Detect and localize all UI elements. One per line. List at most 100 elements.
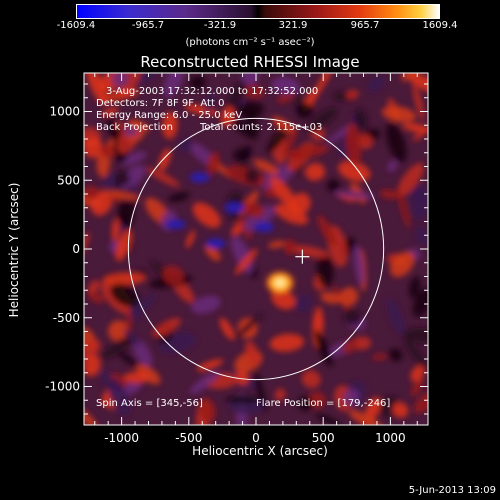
colorbar-tick: -965.7 <box>131 20 165 31</box>
texture-blob <box>207 151 220 175</box>
texture-blob <box>123 371 150 384</box>
texture-blob <box>103 272 146 285</box>
texture-blob <box>274 204 309 225</box>
texture-blob <box>253 159 279 175</box>
texture-blob <box>268 240 286 249</box>
texture-blob <box>297 396 313 411</box>
detectors-text: Detectors: 7F 8F 9F, Att 0 <box>96 98 225 109</box>
texture-blob <box>271 76 300 95</box>
texture-blob <box>162 111 178 140</box>
texture-blob <box>120 151 147 166</box>
texture-blob <box>381 106 417 123</box>
texture-blob <box>232 118 254 139</box>
peak-source <box>264 269 297 296</box>
texture-blob <box>86 73 108 106</box>
texture-blob <box>282 127 298 155</box>
texture-blob <box>387 160 398 172</box>
y-axis-label: Heliocentric Y (arcsec) <box>7 182 21 318</box>
texture-blob <box>246 108 259 140</box>
texture-blob <box>286 144 330 159</box>
texture-blob <box>108 320 128 341</box>
texture-blob <box>108 378 131 417</box>
texture-blob <box>205 90 214 116</box>
texture-blob <box>283 239 296 255</box>
texture-blob <box>397 162 424 197</box>
texture-blob <box>132 339 153 367</box>
y-tick-label: -500 <box>53 311 80 325</box>
texture-blob <box>191 295 221 314</box>
total-counts-text: Total counts: 2.115e+03 <box>200 122 323 133</box>
texture-blob <box>235 370 249 386</box>
texture-blob <box>345 123 362 167</box>
colorbar-tick: -321.9 <box>203 20 237 31</box>
texture-blob <box>414 226 428 245</box>
texture-blob <box>342 389 360 405</box>
colorbar-unit: (photons cm⁻² s⁻¹ asec⁻²) <box>185 37 315 48</box>
texture-blob <box>184 104 218 116</box>
texture-blob <box>84 405 98 425</box>
texture-blob <box>314 329 333 367</box>
negative-minimum <box>254 222 275 232</box>
texture-blob <box>162 265 184 286</box>
texture-blob <box>274 388 286 401</box>
texture-blob <box>118 191 135 230</box>
method-text: Back Projection <box>96 122 173 133</box>
texture-blob <box>409 276 421 299</box>
texture-blob <box>397 187 410 229</box>
texture-blob <box>339 287 359 307</box>
texture-blob <box>269 333 305 352</box>
texture-blob <box>152 317 181 337</box>
texture-blob <box>128 119 150 132</box>
texture-blob <box>115 171 130 186</box>
texture-blob <box>316 252 334 288</box>
texture-blob <box>100 144 117 158</box>
texture-blob <box>386 122 407 163</box>
texture-blob <box>88 292 104 303</box>
texture-blob <box>110 283 140 307</box>
texture-blob <box>219 317 235 340</box>
colorbar <box>76 4 440 19</box>
negative-minimum <box>224 202 245 213</box>
texture-blob <box>410 365 425 382</box>
texture-blob <box>260 165 295 189</box>
texture-blob <box>390 251 415 278</box>
texture-blob <box>315 412 342 425</box>
texture-blob <box>243 205 276 232</box>
timestamp-footer: 5-Jun-2013 13:09 <box>408 485 496 496</box>
solar-limb-circle <box>127 117 385 381</box>
texture-blob <box>317 214 337 247</box>
texture-blob <box>392 402 409 418</box>
texture-blob <box>345 89 359 100</box>
texture-blob <box>353 245 365 286</box>
texture-blob <box>84 137 103 159</box>
texture-blob <box>372 353 388 361</box>
time-range-text: 3-Aug-2003 17:32:12.000 to 17:32:52.000 <box>106 86 319 97</box>
spin-axis-text: Spin Axis = [345,-56] <box>96 398 203 409</box>
texture-blob <box>192 202 221 228</box>
texture-blob <box>111 73 129 88</box>
x-tick-label: -1000 <box>104 431 139 445</box>
texture-blob <box>348 410 383 425</box>
x-axis-label: Heliocentric X (arcsec) <box>192 444 328 458</box>
texture-blob <box>189 371 220 394</box>
texture-blob <box>244 169 260 184</box>
texture-blob <box>342 339 358 354</box>
texture-blob <box>254 370 267 413</box>
texture-blob <box>291 192 311 215</box>
texture-blob <box>101 106 119 117</box>
texture-blob <box>326 179 340 193</box>
texture-blob <box>243 84 265 98</box>
texture-blob <box>225 396 259 404</box>
texture-blob <box>84 354 101 377</box>
texture-blob <box>87 280 100 295</box>
texture-blob <box>410 378 424 397</box>
y-tick-label: 0 <box>72 242 80 256</box>
texture-blob <box>413 391 428 414</box>
x-tick-label: -500 <box>175 431 202 445</box>
texture-blob <box>146 167 180 187</box>
texture-blob <box>333 190 376 199</box>
texture-blob <box>204 244 221 261</box>
texture-blob <box>123 329 141 347</box>
texture-blob <box>168 192 190 203</box>
